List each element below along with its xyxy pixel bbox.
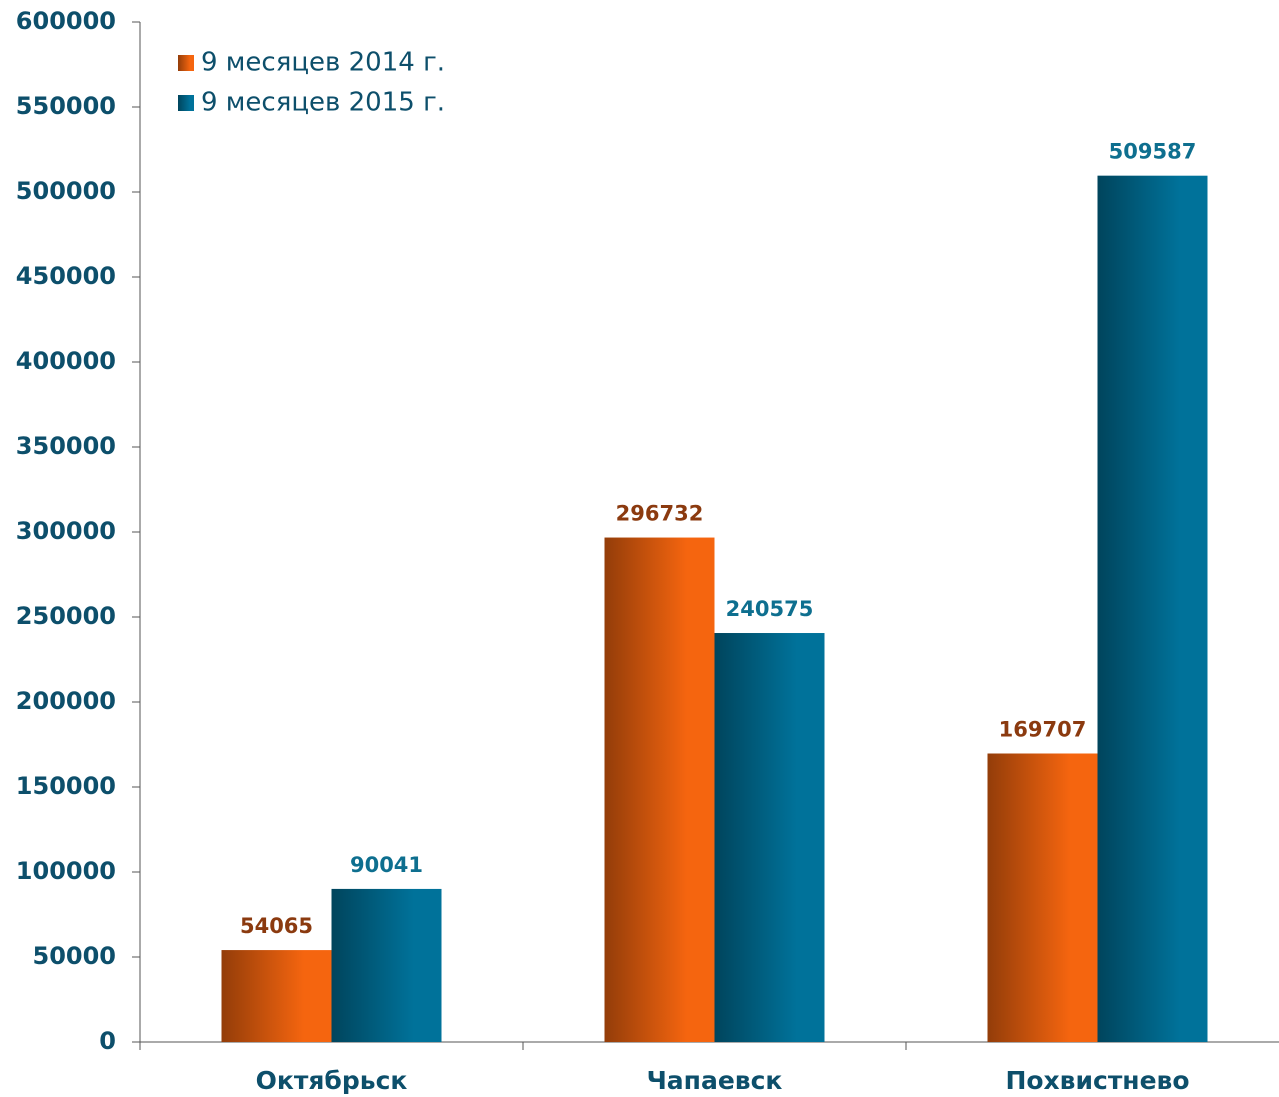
x-tick-label: Октябрьск [256, 1066, 408, 1095]
y-tick-label: 250000 [16, 602, 116, 630]
value-label: 54065 [240, 914, 313, 938]
bar-shade [221, 950, 332, 1042]
y-tick-label: 450000 [16, 262, 116, 290]
y-tick-label: 600000 [16, 7, 116, 35]
y-tick-label: 500000 [16, 177, 116, 205]
y-tick-label: 350000 [16, 432, 116, 460]
y-tick-label: 100000 [16, 857, 116, 885]
value-label: 509587 [1109, 140, 1197, 164]
y-tick-label: 300000 [16, 517, 116, 545]
x-tick-label: Похвистнево [1005, 1066, 1189, 1095]
legend-swatch-shade [178, 95, 194, 111]
legend-swatch-shade [178, 55, 194, 71]
y-tick-label: 150000 [16, 772, 116, 800]
x-tick-label: Чапаевск [647, 1066, 783, 1095]
value-label: 296732 [616, 502, 704, 526]
y-tick-label: 200000 [16, 687, 116, 715]
value-label: 169707 [999, 717, 1087, 741]
y-tick-label: 550000 [16, 92, 116, 120]
bar-shade [987, 753, 1098, 1042]
bar-shade [714, 633, 825, 1042]
y-tick-label: 400000 [16, 347, 116, 375]
legend-label: 9 месяцев 2015 г. [201, 88, 445, 118]
bar-shade [331, 888, 442, 1042]
legend-label: 9 месяцев 2014 г. [201, 48, 445, 78]
value-label: 90041 [350, 853, 423, 877]
value-label: 240575 [726, 597, 814, 621]
bar-shade [604, 537, 715, 1042]
y-tick-label: 50000 [33, 942, 117, 970]
bar-shade [1097, 175, 1208, 1043]
y-tick-label: 0 [99, 1027, 116, 1055]
